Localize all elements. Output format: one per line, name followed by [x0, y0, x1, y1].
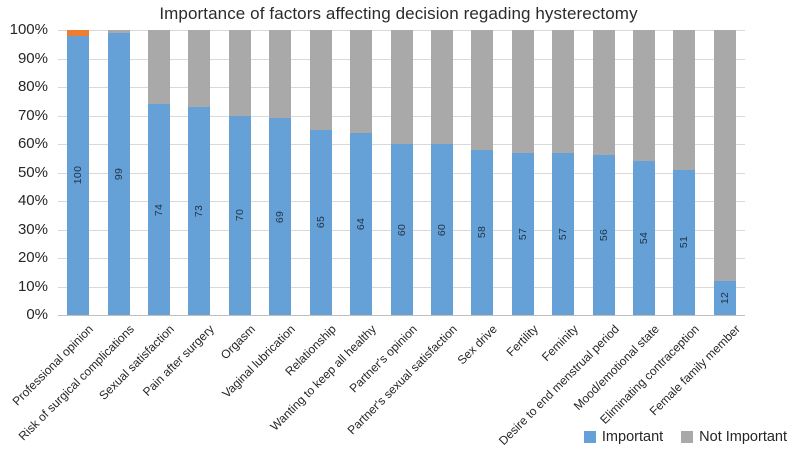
- plot-area: 100 99 74 73 70 69 65 64 60 60 58 57 57 56 54 51 12: [58, 30, 745, 316]
- bar-data-label: 64: [355, 217, 368, 230]
- x-axis-line: [58, 315, 745, 316]
- segment-important: [148, 104, 171, 315]
- y-tick-label: 50%: [17, 163, 48, 181]
- bar-data-label: 60: [435, 223, 448, 236]
- segment-important: [592, 155, 615, 315]
- stacked-bar: 60: [430, 30, 453, 315]
- segment-not-important: [390, 30, 413, 144]
- stacked-bar: 65: [309, 30, 332, 315]
- bar-data-label: 69: [274, 210, 287, 223]
- legend-swatch-important-icon: [583, 431, 596, 443]
- bar-data-label: 56: [597, 229, 610, 242]
- bar-data-label: 65: [314, 216, 327, 229]
- segment-not-important: [188, 30, 211, 107]
- segment-not-important: [471, 30, 494, 150]
- bar-data-label: 74: [153, 203, 166, 216]
- legend-item-important: Important: [583, 429, 664, 445]
- segment-not-important: [592, 30, 615, 156]
- y-tick-label: 100%: [9, 21, 48, 38]
- segment-important: [67, 35, 90, 315]
- bar-data-label: 60: [395, 223, 408, 236]
- segment-not-important: [309, 30, 332, 130]
- stacked-bar: 51: [673, 30, 696, 315]
- segment-important: [350, 132, 373, 315]
- stacked-bar: 69: [269, 30, 292, 315]
- segment-important: [430, 144, 453, 315]
- legend-label-important: Important: [601, 429, 664, 445]
- segment-important: [511, 152, 534, 315]
- stacked-bar: 58: [471, 30, 494, 315]
- stacked-bar: 57: [552, 30, 575, 315]
- stacked-bar: 70: [228, 30, 251, 315]
- stacked-bar: 64: [350, 30, 373, 315]
- segment-not-important: [632, 30, 655, 162]
- stacked-bar: 100: [67, 30, 90, 315]
- y-tick-label: 40%: [17, 192, 48, 209]
- segment-not-important: [148, 30, 171, 105]
- segment-not-important: [713, 30, 736, 281]
- stacked-bar: 60: [390, 30, 413, 315]
- stacked-bar: 73: [188, 30, 211, 315]
- bar-data-label: 99: [112, 167, 125, 181]
- bar-data-label: 70: [233, 209, 246, 222]
- segment-important: [228, 115, 251, 315]
- segment-not-important: [430, 30, 453, 144]
- segment-important: [713, 280, 736, 315]
- stacked-bar: 99: [107, 30, 130, 315]
- segment-important: [673, 169, 696, 315]
- legend-swatch-not-important-icon: [681, 431, 694, 443]
- segment-extra: [67, 30, 90, 36]
- legend-label-not-important: Not Important: [699, 429, 787, 445]
- bar-data-label: 12: [718, 291, 731, 305]
- bar-data-label: 54: [637, 231, 650, 245]
- segment-not-important: [673, 30, 696, 170]
- segment-important: [107, 32, 130, 315]
- segment-not-important: [228, 30, 251, 116]
- legend-item-not-important: Not Important: [681, 429, 787, 445]
- segment-not-important: [552, 30, 575, 153]
- segment-important: [188, 106, 211, 315]
- y-tick-label: 10%: [17, 277, 48, 295]
- y-tick-label: 90%: [17, 49, 48, 67]
- stacked-bar: 57: [511, 30, 534, 315]
- bar-data-label: 73: [193, 204, 206, 218]
- segment-not-important: [269, 30, 292, 119]
- bar-data-label: 57: [516, 227, 529, 240]
- y-tick-label: 20%: [17, 249, 48, 266]
- bar-data-label: 51: [678, 236, 691, 249]
- bar-data-label: 57: [557, 227, 570, 240]
- stacked-bar: 12: [713, 30, 736, 315]
- y-tick-label: 80%: [17, 78, 48, 95]
- bar-data-label: 58: [476, 226, 489, 239]
- y-tick-label: 0%: [26, 306, 48, 323]
- segment-not-important: [107, 30, 130, 33]
- chart-title: Importance of factors affecting decision…: [159, 4, 638, 23]
- y-tick-label: 70%: [17, 106, 48, 124]
- bar-data-label: 100: [72, 166, 85, 185]
- segment-important: [632, 161, 655, 315]
- y-tick-label: 30%: [17, 220, 48, 238]
- segment-important: [390, 144, 413, 315]
- segment-important: [269, 118, 292, 315]
- stacked-bar: 74: [148, 30, 171, 315]
- legend: Important Not Important: [583, 429, 787, 445]
- segment-important: [471, 149, 494, 315]
- segment-important: [309, 129, 332, 315]
- segment-important: [552, 152, 575, 315]
- segment-not-important: [511, 30, 534, 153]
- stacked-bar: 54: [632, 30, 655, 315]
- y-tick-label: 60%: [17, 135, 48, 152]
- stacked-bar: 56: [592, 30, 615, 315]
- segment-not-important: [350, 30, 373, 133]
